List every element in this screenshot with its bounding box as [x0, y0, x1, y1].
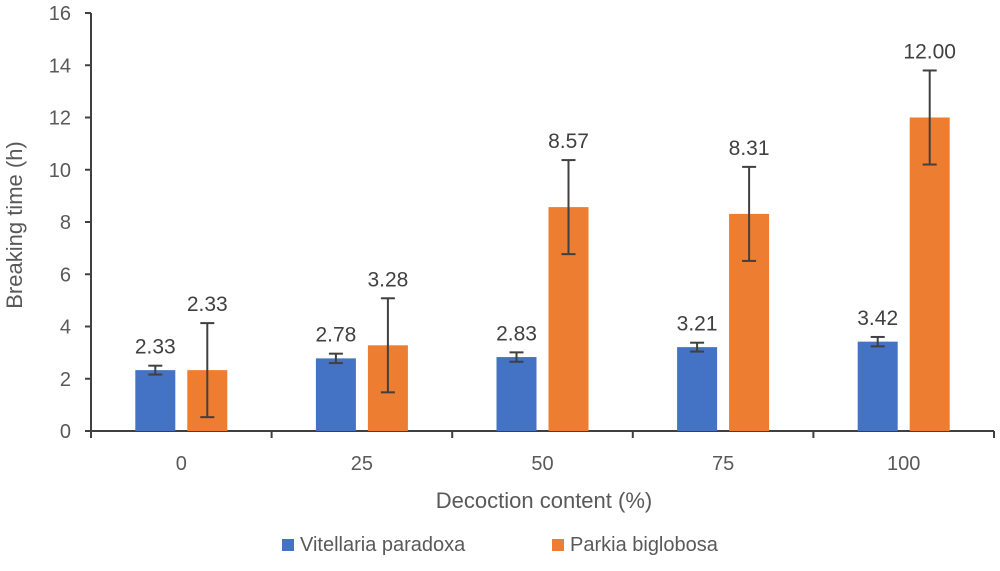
error-bars [148, 69, 937, 419]
bar [857, 341, 898, 431]
data-label: 2.83 [496, 322, 537, 345]
y-tick-label: 16 [49, 3, 71, 25]
x-tick-label: 0 [176, 453, 187, 475]
bar [909, 117, 950, 431]
data-label: 8.57 [548, 130, 589, 153]
y-tick-label: 2 [60, 369, 71, 391]
x-tick-label: 25 [351, 453, 373, 475]
data-label: 8.31 [729, 137, 770, 160]
bar [496, 357, 537, 431]
legend-label: Vitellaria paradoxa [300, 534, 466, 556]
data-label: 3.28 [367, 268, 408, 291]
data-label: 2.78 [315, 324, 356, 347]
y-tick-label: 10 [49, 160, 71, 182]
bar [677, 347, 718, 431]
data-labels: 2.33 2.78 2.83 3.21 3.42 2.33 3.28 8.57 8.31 12.0… [135, 40, 956, 358]
y-tick-label: 6 [60, 264, 71, 286]
data-label: 2.33 [187, 293, 228, 316]
y-tick-label: 12 [49, 108, 71, 130]
y-axis-title: Breaking time (h) [2, 141, 27, 309]
x-tick-label: 50 [531, 453, 553, 475]
y-tick-label: 0 [60, 421, 71, 443]
legend: Vitellaria paradoxa Parkia biglobosa [282, 534, 719, 556]
y-tick-label: 14 [49, 55, 71, 77]
bars [135, 117, 950, 431]
data-label: 12.00 [903, 40, 956, 63]
legend-swatch [282, 539, 294, 551]
x-tick-label: 75 [712, 453, 734, 475]
y-tick-label: 4 [60, 317, 71, 339]
x-axis-title: Decoction content (%) [436, 488, 652, 513]
bar [135, 370, 176, 431]
bar [315, 358, 356, 431]
x-tick-label: 100 [887, 453, 920, 475]
axes: 0 2 4 6 8 10 12 14 16 0 25 50 75 100 [49, 3, 995, 475]
legend-label: Parkia biglobosa [570, 534, 719, 556]
legend-swatch [552, 539, 564, 551]
data-label: 3.42 [857, 307, 898, 330]
data-label: 3.21 [677, 313, 718, 336]
data-label: 2.33 [135, 336, 176, 359]
y-tick-label: 8 [60, 212, 71, 234]
